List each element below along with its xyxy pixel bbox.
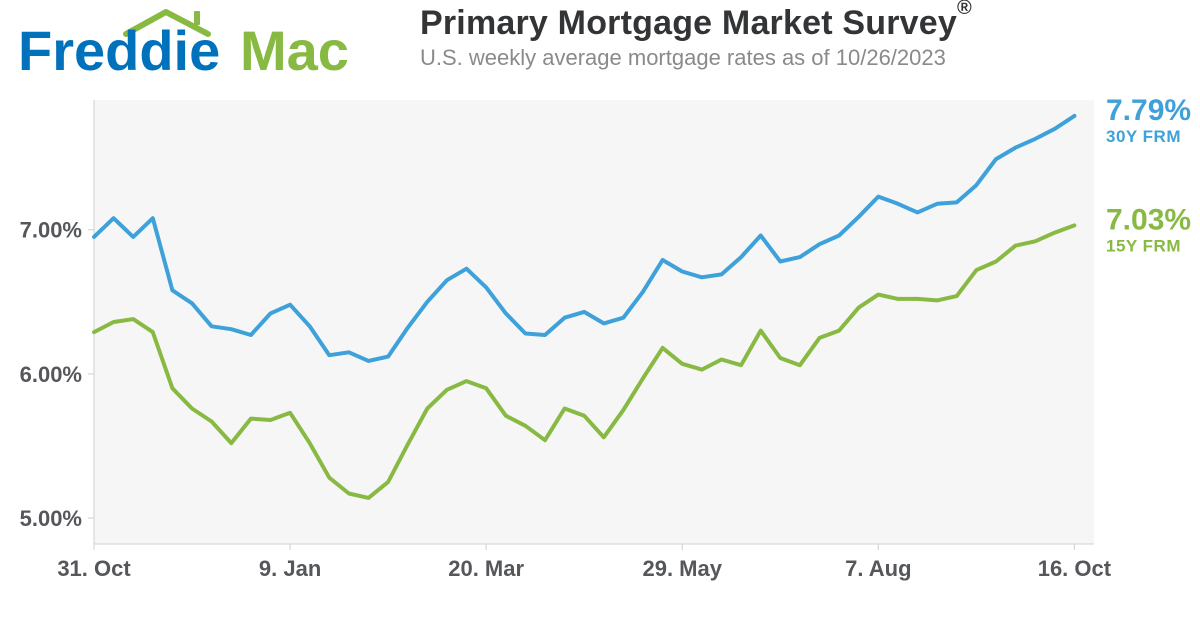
end-name-frm30: 30Y FRM [1106, 127, 1181, 146]
svg-text:7. Aug: 7. Aug [845, 556, 911, 581]
svg-text:6.00%: 6.00% [20, 362, 82, 387]
x-axis: 31. Oct 9. Jan 20. Mar 29. May 7. Aug 16. Oct [57, 544, 1111, 581]
registered-mark: ® [957, 0, 972, 19]
svg-text:5.00%: 5.00% [20, 506, 82, 531]
page-title: Primary Mortgage Market Survey® [420, 4, 972, 43]
freddie-mac-logo: Freddie Mac [18, 8, 408, 86]
svg-text:29. May: 29. May [642, 556, 722, 581]
svg-text:Freddie: Freddie [18, 19, 220, 82]
end-label-frm15: 7.03%15Y FRM [1106, 203, 1191, 255]
svg-text:20. Mar: 20. Mar [448, 556, 524, 581]
svg-text:9. Jan: 9. Jan [259, 556, 321, 581]
end-label-frm30: 7.79%30Y FRM [1106, 94, 1191, 146]
end-name-frm15: 15Y FRM [1106, 236, 1181, 255]
svg-text:16. Oct: 16. Oct [1038, 556, 1112, 581]
end-value-frm15: 7.03% [1106, 203, 1191, 236]
svg-text:Mac: Mac [240, 19, 349, 82]
header: Primary Mortgage Market Survey® U.S. wee… [420, 4, 972, 71]
svg-text:31. Oct: 31. Oct [57, 556, 131, 581]
y-axis: 5.00% 6.00% 7.00% [20, 100, 94, 544]
svg-text:7.00%: 7.00% [20, 218, 82, 243]
series-end-labels: 7.79%30Y FRM 7.03%15Y FRM [1106, 94, 1191, 256]
end-value-frm30: 7.79% [1106, 94, 1191, 127]
title-text: Primary Mortgage Market Survey [420, 4, 957, 42]
page-subtitle: U.S. weekly average mortgage rates as of… [420, 45, 972, 71]
mortgage-rate-chart: 5.00% 6.00% 7.00% 31. Oct 9. Jan 20. Mar 29. … [0, 92, 1200, 592]
